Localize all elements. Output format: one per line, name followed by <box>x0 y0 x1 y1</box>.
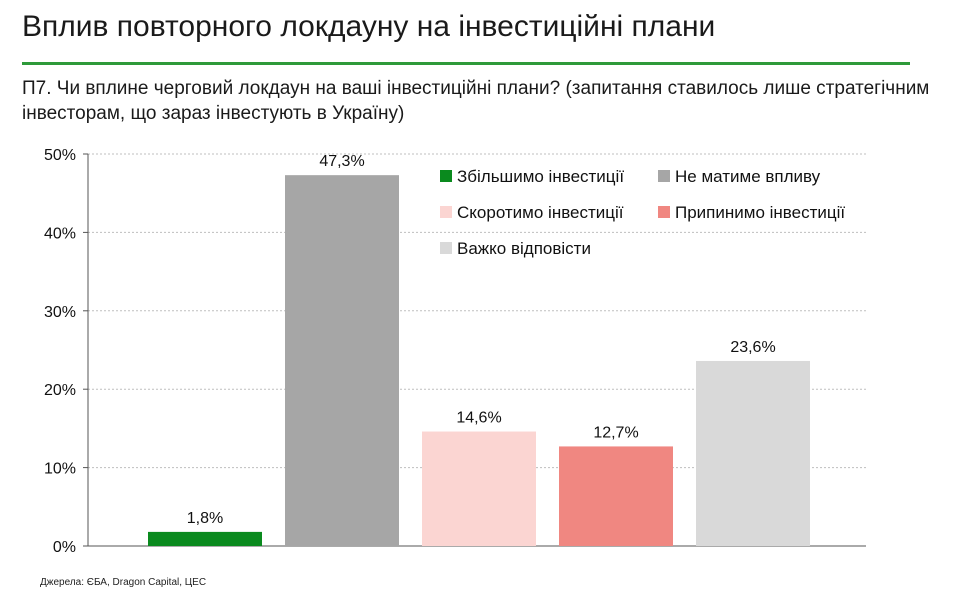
bar <box>285 175 399 546</box>
legend-swatch <box>440 170 452 182</box>
legend-swatch <box>658 170 670 182</box>
y-tick-label: 0% <box>53 539 76 556</box>
title-divider <box>22 62 910 65</box>
legend-label: Важко відповісти <box>457 239 591 258</box>
legend-label: Припинимо інвестиції <box>675 203 845 222</box>
bar <box>148 531 262 546</box>
bar-value-label: 14,6% <box>456 410 501 427</box>
y-tick-label: 40% <box>44 225 76 242</box>
legend-swatch <box>440 242 452 254</box>
bar-value-label: 1,8% <box>187 510 223 527</box>
y-tick-label: 30% <box>44 304 76 321</box>
legend-label: Збільшимо інвестиції <box>457 167 624 186</box>
bar <box>559 446 673 546</box>
page-title: Вплив повторного локдауну на інвестиційн… <box>22 10 716 43</box>
legend-swatch <box>440 206 452 218</box>
y-tick-label: 10% <box>44 461 76 478</box>
bar-value-label: 23,6% <box>730 339 775 356</box>
y-tick-label: 20% <box>44 382 76 399</box>
source-note: Джерела: ЄБА, Dragon Capital, ЦЕС <box>40 577 207 588</box>
y-tick-label: 50% <box>44 147 76 164</box>
bar-value-label: 47,3% <box>319 153 364 170</box>
bar <box>696 360 810 546</box>
survey-question: П7. Чи вплине черговий локдаун на ваші і… <box>22 78 930 124</box>
legend-label: Скоротимо інвестиції <box>457 203 624 222</box>
bar-value-label: 12,7% <box>593 424 638 441</box>
bar <box>422 431 536 546</box>
legend-label: Не матиме впливу <box>675 167 821 186</box>
legend-swatch <box>658 206 670 218</box>
